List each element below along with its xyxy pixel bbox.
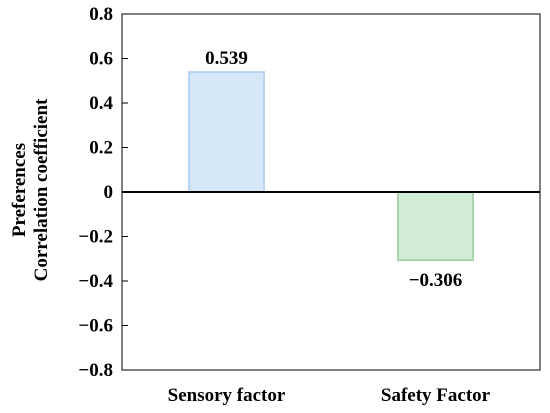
y-tick-label: 0 — [104, 182, 114, 203]
y-tick-label: −0.4 — [78, 271, 113, 292]
y-axis-title-line-2: Correlation coefficient — [31, 98, 52, 281]
data-labels: 0.539 −0.306 — [205, 48, 462, 291]
plot-frame — [121, 13, 541, 371]
y-tick-label: −0.8 — [78, 360, 113, 381]
y-axis-ticks: 0.8 0.6 0.4 0.2 0 −0.2 −0.4 −0.6 −0.8 — [78, 4, 128, 381]
y-tick-label: −0.6 — [78, 316, 113, 337]
category-label-1: Safety Factor — [381, 385, 491, 406]
y-tick-label: 0.8 — [89, 4, 113, 25]
category-label-0: Sensory factor — [168, 385, 286, 406]
y-axis-title-line-1: Preferences — [9, 143, 30, 237]
data-label-0: 0.539 — [205, 48, 248, 69]
bars — [188, 71, 474, 262]
data-label-1: −0.306 — [409, 270, 463, 291]
y-tick-label: 0.4 — [89, 93, 113, 114]
y-tick-label: 0.6 — [89, 49, 113, 70]
y-axis-title: Preferences Correlation coefficient — [9, 98, 52, 281]
bar-1 — [397, 191, 474, 262]
y-tick-label: 0.2 — [89, 138, 113, 159]
bar-0 — [188, 71, 265, 193]
y-tick-label: −0.2 — [78, 227, 113, 248]
category-labels: Sensory factor Safety Factor — [168, 385, 491, 406]
